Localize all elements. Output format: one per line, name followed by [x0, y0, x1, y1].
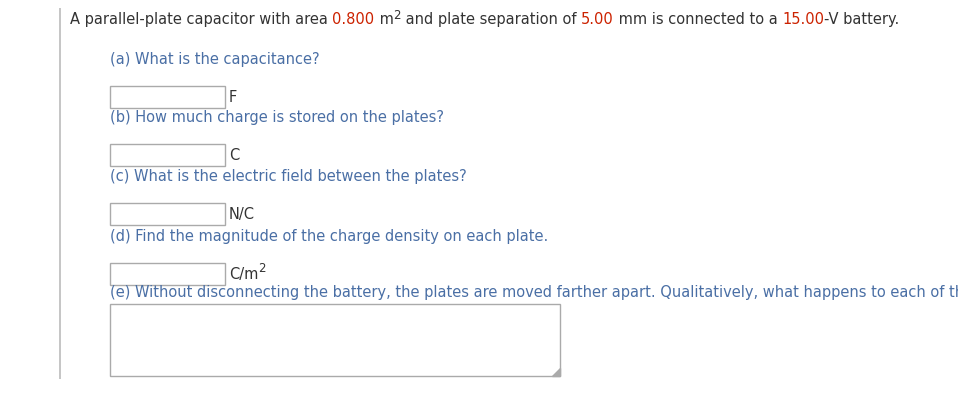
Text: F: F — [229, 89, 238, 104]
Polygon shape — [552, 368, 560, 376]
Bar — [110, 263, 225, 285]
Text: 0.800: 0.800 — [332, 12, 375, 27]
Text: (a) What is the capacitance?: (a) What is the capacitance? — [110, 52, 320, 67]
Bar — [110, 144, 225, 166]
Text: and plate separation of: and plate separation of — [401, 12, 582, 27]
Text: (c) What is the electric field between the plates?: (c) What is the electric field between t… — [110, 169, 467, 184]
Text: A parallel-plate capacitor with area: A parallel-plate capacitor with area — [70, 12, 332, 27]
Text: m: m — [375, 12, 394, 27]
Text: (e) Without disconnecting the battery, the plates are moved farther apart. Quali: (e) Without disconnecting the battery, t… — [110, 285, 958, 300]
Bar — [110, 86, 225, 108]
Text: -V battery.: -V battery. — [824, 12, 900, 27]
Text: mm is connected to a: mm is connected to a — [614, 12, 783, 27]
Text: 2: 2 — [394, 9, 401, 22]
Text: 5.00: 5.00 — [582, 12, 614, 27]
Text: N/C: N/C — [229, 206, 255, 221]
Text: (d) Find the magnitude of the charge density on each plate.: (d) Find the magnitude of the charge den… — [110, 229, 548, 244]
Bar — [110, 203, 225, 225]
Text: (b) How much charge is stored on the plates?: (b) How much charge is stored on the pla… — [110, 110, 444, 125]
Text: 15.00: 15.00 — [783, 12, 824, 27]
Text: C/m: C/m — [229, 266, 259, 281]
Bar — [110, 304, 560, 376]
Text: C: C — [229, 147, 240, 162]
Text: 2: 2 — [259, 262, 266, 275]
